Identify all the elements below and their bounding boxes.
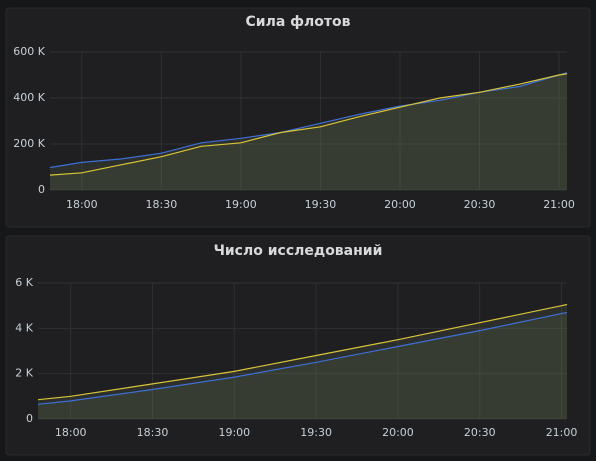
y-tick-label: 0 [26, 412, 33, 425]
x-tick-label: 20:30 [464, 426, 496, 439]
x-tick-label: 20:00 [382, 426, 414, 439]
x-tick-label: 18:30 [146, 198, 178, 211]
panel [5, 7, 591, 228]
series-line [37, 311, 568, 405]
y-tick-label: 4 K [15, 321, 33, 334]
y-tick-label: 600 K [13, 45, 45, 58]
series-line [49, 73, 568, 176]
x-tick-label: 21:00 [543, 198, 575, 211]
series-line [49, 72, 568, 169]
y-tick-label: 2 K [15, 367, 33, 380]
series-area [50, 73, 567, 190]
series-area [50, 72, 567, 190]
x-tick-label: 19:00 [225, 198, 257, 211]
x-tick-label: 18:30 [137, 426, 169, 439]
x-tick-label: 19:30 [305, 198, 337, 211]
panel-title: Число исследований [214, 243, 383, 259]
x-tick-label: 18:00 [66, 198, 98, 211]
y-tick-label: 0 [38, 183, 45, 196]
x-tick-label: 20:00 [384, 198, 416, 211]
x-tick-label: 18:00 [55, 426, 87, 439]
y-tick-label: 200 K [13, 137, 45, 150]
panel [5, 235, 591, 456]
x-tick-label: 19:00 [218, 426, 250, 439]
panel-title: Сила флотов [245, 14, 350, 30]
x-tick-label: 21:00 [546, 426, 578, 439]
x-tick-label: 19:30 [300, 426, 332, 439]
y-tick-label: 400 K [13, 91, 45, 104]
y-tick-label: 6 K [15, 276, 33, 289]
series-line [37, 303, 568, 401]
series-area [38, 304, 567, 419]
x-tick-label: 20:30 [464, 198, 496, 211]
series-area [38, 312, 567, 419]
